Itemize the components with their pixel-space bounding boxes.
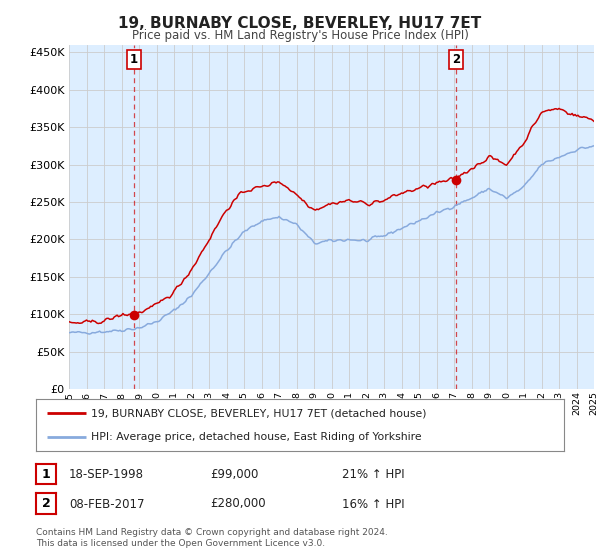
Text: 2: 2 xyxy=(41,497,50,510)
Text: 2: 2 xyxy=(452,53,460,66)
Text: 1: 1 xyxy=(41,468,50,481)
Text: 16% ↑ HPI: 16% ↑ HPI xyxy=(342,497,404,511)
Text: £280,000: £280,000 xyxy=(210,497,266,511)
Text: Contains HM Land Registry data © Crown copyright and database right 2024.
This d: Contains HM Land Registry data © Crown c… xyxy=(36,528,388,548)
Text: 19, BURNABY CLOSE, BEVERLEY, HU17 7ET (detached house): 19, BURNABY CLOSE, BEVERLEY, HU17 7ET (d… xyxy=(91,408,427,418)
Text: 08-FEB-2017: 08-FEB-2017 xyxy=(69,497,145,511)
Text: £99,000: £99,000 xyxy=(210,468,259,482)
Text: 1: 1 xyxy=(130,53,138,66)
Text: HPI: Average price, detached house, East Riding of Yorkshire: HPI: Average price, detached house, East… xyxy=(91,432,422,442)
Text: 19, BURNABY CLOSE, BEVERLEY, HU17 7ET: 19, BURNABY CLOSE, BEVERLEY, HU17 7ET xyxy=(118,16,482,31)
Text: 18-SEP-1998: 18-SEP-1998 xyxy=(69,468,144,482)
Text: 21% ↑ HPI: 21% ↑ HPI xyxy=(342,468,404,482)
Text: Price paid vs. HM Land Registry's House Price Index (HPI): Price paid vs. HM Land Registry's House … xyxy=(131,29,469,42)
